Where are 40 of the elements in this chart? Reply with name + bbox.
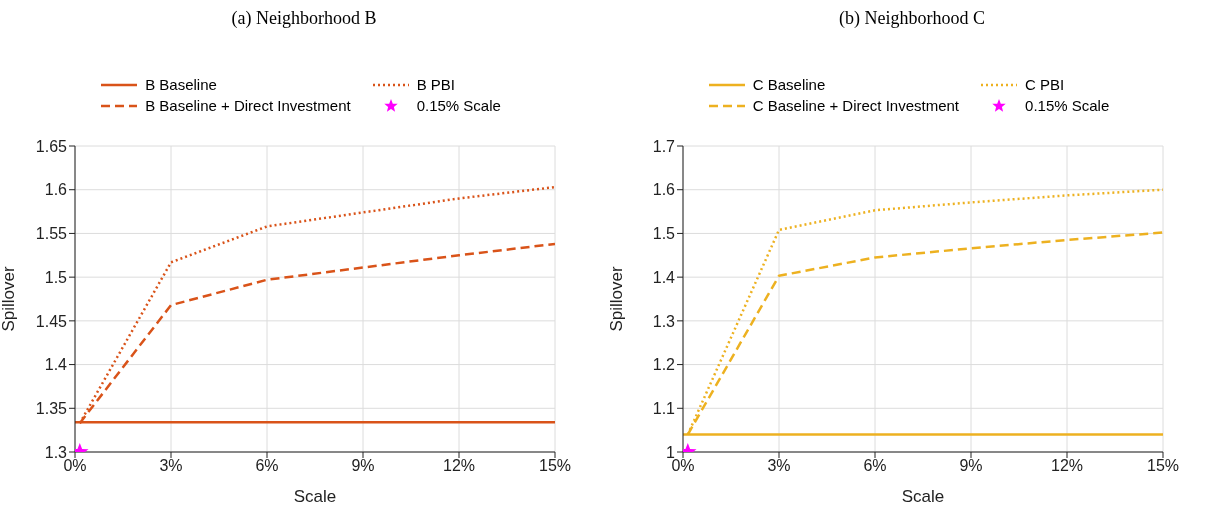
- x-tick-label: 0%: [671, 457, 695, 475]
- y-tick-label: 1.1: [652, 399, 676, 417]
- y-tick-label: 1.65: [35, 137, 68, 155]
- y-tick-label: 1.6: [652, 181, 676, 199]
- y-axis-title: Spillover: [607, 266, 627, 332]
- x-tick-label: 9%: [959, 457, 983, 475]
- chart-title: (a) Neighborhood B: [230, 8, 378, 29]
- legend-label: C Baseline: [752, 76, 826, 93]
- legend-label: 0.15% Scale: [416, 97, 501, 114]
- y-axis-title: Spillover: [0, 266, 19, 332]
- y-tick-label: 1.5: [44, 268, 68, 286]
- y-tick-label: 1.2: [652, 356, 676, 374]
- x-tick-label: 3%: [159, 457, 183, 475]
- x-axis-title: Scale: [901, 487, 945, 506]
- legend-label: B Baseline + Direct Investment: [145, 97, 351, 114]
- legend-label: 0.15% Scale: [1025, 97, 1110, 114]
- y-tick-label: 1.6: [44, 181, 68, 199]
- y-tick-label: 1.4: [652, 268, 676, 286]
- x-tick-label: 3%: [767, 457, 791, 475]
- x-tick-label: 15%: [538, 457, 572, 475]
- chart-title: (b) Neighborhood C: [838, 8, 986, 29]
- x-tick-label: 6%: [863, 457, 887, 475]
- y-tick-label: 1.5: [652, 225, 676, 243]
- x-tick-label: 0%: [63, 457, 87, 475]
- x-axis-title: Scale: [293, 487, 337, 506]
- x-tick-label: 9%: [351, 457, 375, 475]
- y-tick-label: 1.7: [652, 137, 676, 155]
- legend-label: C PBI: [1025, 76, 1065, 93]
- legend-label: C Baseline + Direct Investment: [752, 97, 960, 114]
- y-tick-label: 1.35: [35, 399, 68, 417]
- x-tick-label: 15%: [1146, 457, 1180, 475]
- y-tick-label: 1.3: [652, 312, 676, 330]
- x-tick-label: 12%: [1050, 457, 1084, 475]
- x-tick-label: 6%: [255, 457, 279, 475]
- y-tick-label: 1.55: [35, 225, 68, 243]
- legend-label: B PBI: [416, 76, 455, 93]
- y-tick-label: 1.45: [35, 312, 68, 330]
- x-tick-label: 12%: [442, 457, 476, 475]
- y-tick-label: 1.4: [44, 356, 68, 374]
- legend-label: B Baseline: [145, 76, 217, 93]
